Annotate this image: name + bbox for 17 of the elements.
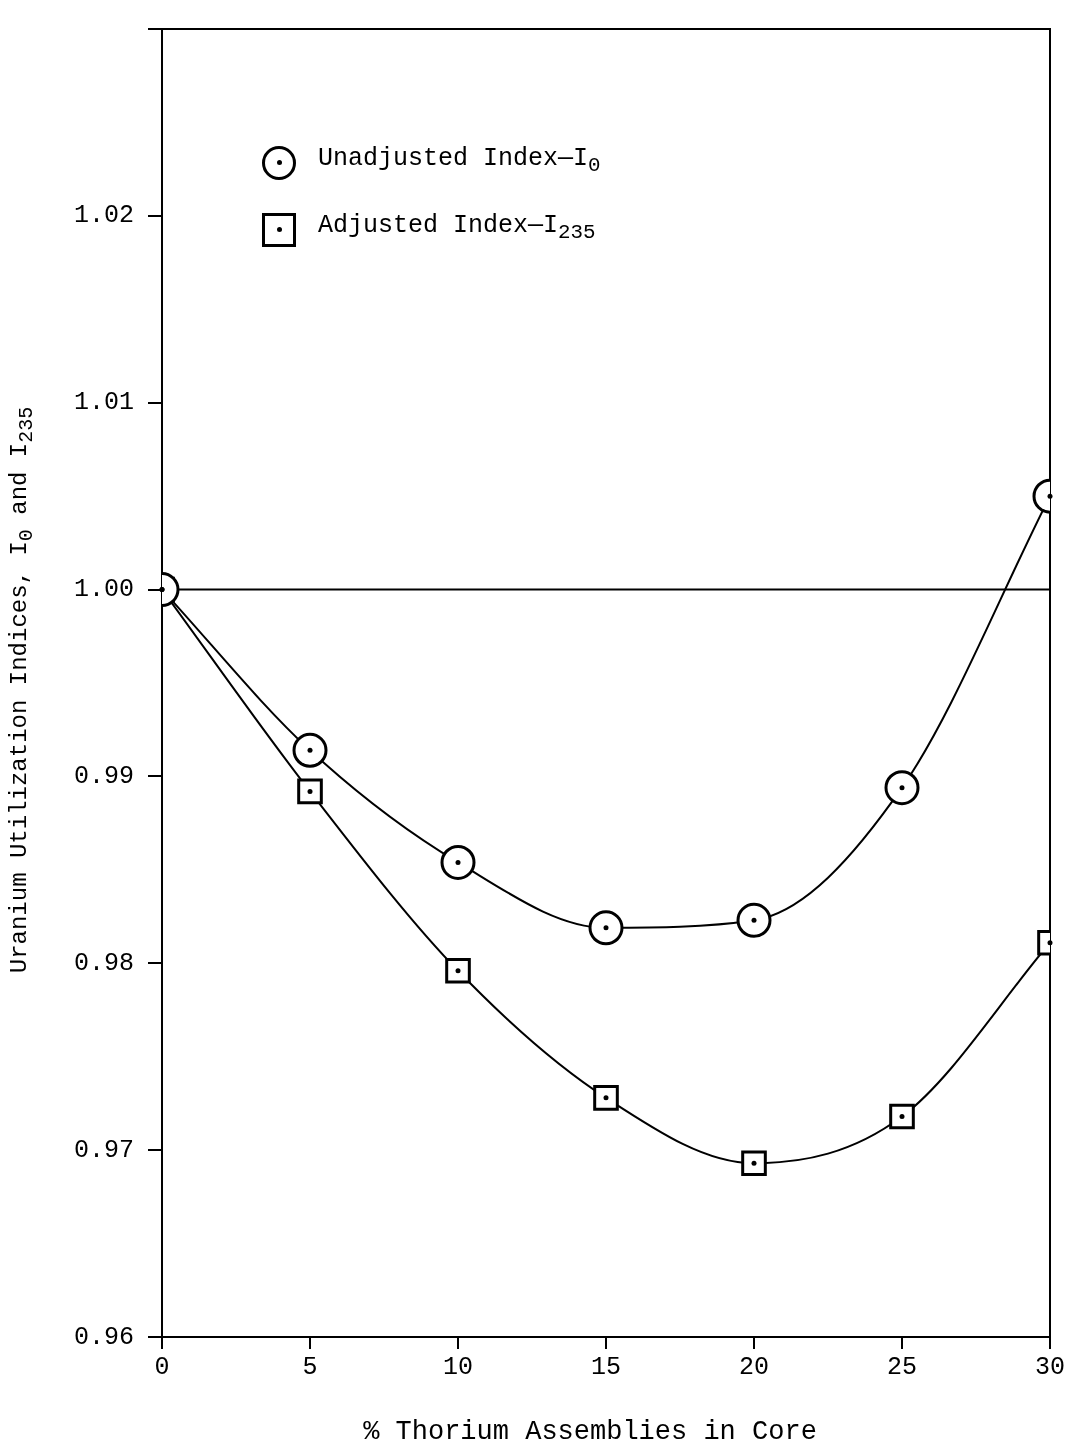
y-tick-label: 1.01 bbox=[73, 388, 135, 418]
x-tick-label: 30 bbox=[1034, 1352, 1066, 1382]
x-axis-title: % Thorium Assemblies in Core bbox=[362, 1417, 818, 1447]
y-tick-label: 0.97 bbox=[73, 1135, 135, 1165]
y-tick-label: 0.98 bbox=[73, 948, 135, 978]
x-tick-label: 20 bbox=[739, 1352, 770, 1382]
legend-label: Unadjusted Index—I$_{0}$ bbox=[318, 143, 601, 179]
y-tick-label: 1.02 bbox=[73, 201, 135, 231]
y-tick-label: 0.96 bbox=[73, 1322, 135, 1352]
legend-label: Adjusted Index—I$_{235}$ bbox=[318, 210, 596, 246]
y-tick-label: 1.00 bbox=[73, 575, 135, 605]
x-tick-label: 25 bbox=[886, 1352, 918, 1382]
x-tick-label: 0 bbox=[154, 1352, 170, 1382]
x-tick-label: 10 bbox=[443, 1352, 474, 1382]
y-tick-label: 0.99 bbox=[73, 762, 135, 792]
x-tick-label: 5 bbox=[302, 1352, 318, 1382]
x-tick-label: 15 bbox=[591, 1352, 622, 1382]
